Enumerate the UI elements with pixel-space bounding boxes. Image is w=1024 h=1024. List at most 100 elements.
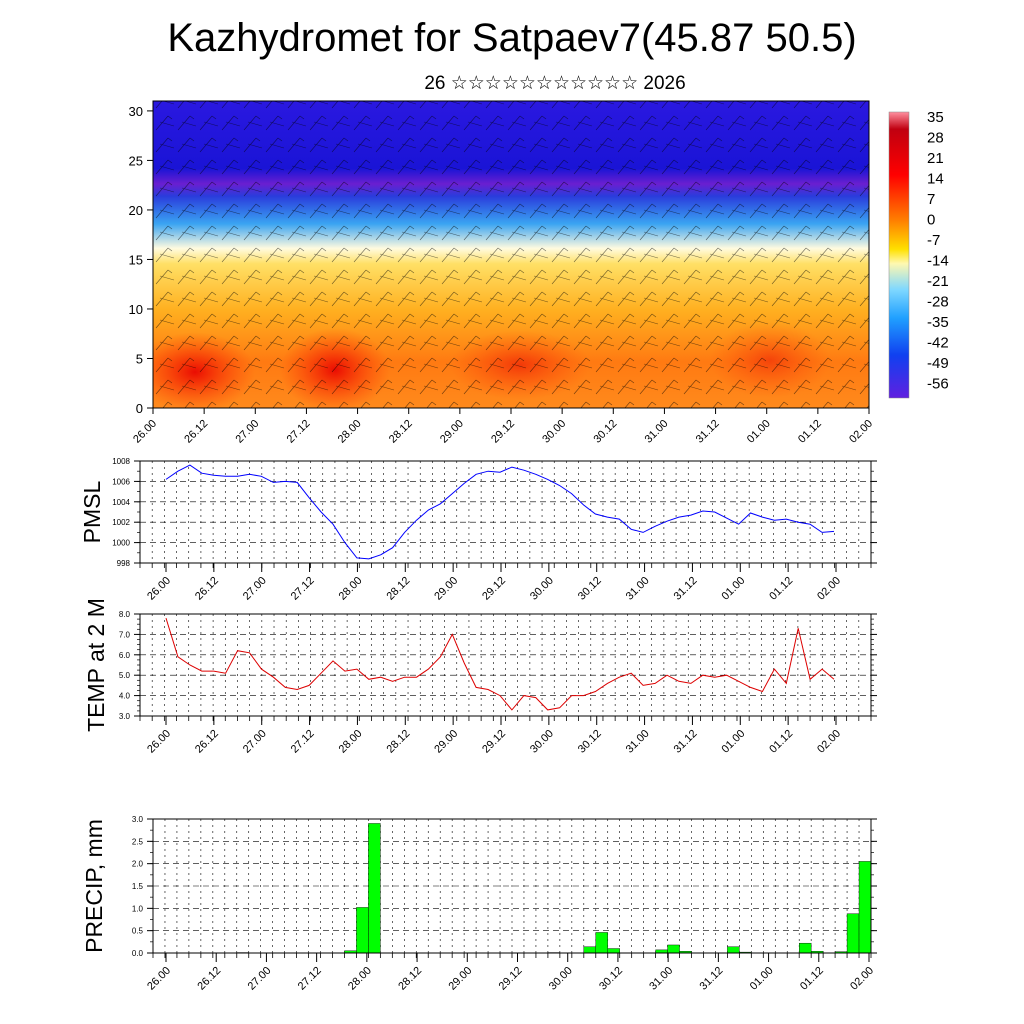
colorbar-label: -49 <box>927 355 949 372</box>
colorbar-label: -56 <box>927 376 949 393</box>
colorbar-label: 35 <box>927 109 944 126</box>
x-tick-label: 31.00 <box>643 418 671 446</box>
colorbar-label: 14 <box>927 171 944 188</box>
y-tick-label: 10 <box>129 302 143 317</box>
x-tick-label: 01.12 <box>767 575 795 603</box>
y-tick-label: 998 <box>117 559 131 568</box>
precip-bar <box>368 823 381 954</box>
x-tick-label: 02.00 <box>847 418 875 446</box>
x-tick-label: 01.00 <box>745 418 773 446</box>
colorbar-label: -35 <box>927 314 949 331</box>
colorbar-label: -42 <box>927 335 949 352</box>
x-tick-label: 31.00 <box>647 965 675 993</box>
y-tick-label: 1006 <box>112 477 130 486</box>
y-tick-label: 4.0 <box>119 692 131 701</box>
x-tick-label: 29.00 <box>432 728 460 756</box>
colorbar-label: 0 <box>927 212 935 229</box>
x-tick-label: 26.12 <box>182 418 210 446</box>
x-tick-label: 29.00 <box>432 575 460 603</box>
precip-bar <box>356 907 369 954</box>
x-tick-label: 02.00 <box>815 728 843 756</box>
x-tick-label: 27.12 <box>285 418 313 446</box>
pmsl-series-line <box>165 464 835 560</box>
x-tick-label: 26.00 <box>145 728 173 756</box>
y-tick-label: 0 <box>136 401 143 416</box>
y-tick-label: 1.0 <box>132 904 144 913</box>
y-tick-label: 7.0 <box>119 630 131 639</box>
x-tick-label: 28.00 <box>346 965 374 993</box>
temp-2m-series-line <box>165 617 835 711</box>
x-tick-label: 30.00 <box>528 728 556 756</box>
x-tick-label: 26.00 <box>145 575 173 603</box>
y-tick-label: 1008 <box>112 457 130 466</box>
colorbar-label: -21 <box>927 273 949 290</box>
x-tick-label: 27.00 <box>233 418 261 446</box>
precip-bar <box>727 946 740 954</box>
y-tick-label: 8.0 <box>119 610 131 619</box>
x-tick-label: 27.12 <box>289 728 317 756</box>
precip-bar <box>799 942 812 954</box>
x-tick-label: 01.00 <box>748 965 776 993</box>
x-tick-label: 01.12 <box>767 728 795 756</box>
x-tick-label: 30.00 <box>528 575 556 603</box>
y-tick-label: 20 <box>129 203 143 218</box>
precip-bar <box>846 913 860 954</box>
y-tick-label: 0.5 <box>132 927 144 936</box>
x-tick-label: 01.12 <box>796 418 824 446</box>
x-tick-label: 27.12 <box>289 575 317 603</box>
precip-bar <box>667 944 680 954</box>
y-tick-label: 1004 <box>112 498 130 507</box>
colorbar-label: -28 <box>927 294 949 311</box>
x-tick-label: 26.12 <box>195 965 223 993</box>
x-tick-label: 26.12 <box>193 575 221 603</box>
panel-frame <box>139 613 872 717</box>
x-tick-label: 29.00 <box>438 418 466 446</box>
wind-barbs <box>153 101 869 408</box>
x-tick-label: 27.00 <box>241 728 269 756</box>
x-tick-label: 31.12 <box>672 575 700 603</box>
x-tick-label: 31.12 <box>698 965 726 993</box>
x-tick-label: 26.12 <box>193 728 221 756</box>
x-tick-label: 31.12 <box>672 728 700 756</box>
x-tick-label: 30.12 <box>576 728 604 756</box>
x-tick-label: 31.00 <box>624 728 652 756</box>
x-tick-label: 01.00 <box>719 728 747 756</box>
chart-title: Kazhydromet for Satpaev7(45.87 50.5) <box>167 16 857 60</box>
x-tick-label: 02.00 <box>848 965 876 993</box>
y-tick-label: 2.5 <box>132 837 144 846</box>
y-tick-label: 25 <box>129 153 143 168</box>
y-tick-label: 2.0 <box>132 860 144 869</box>
x-tick-label: 30.12 <box>597 965 625 993</box>
x-tick-label: 28.00 <box>336 418 364 446</box>
chart-subtitle: 26 ☆☆☆☆☆☆☆☆☆☆☆ 2026 <box>424 73 686 94</box>
x-tick-label: 28.12 <box>396 965 424 993</box>
colorbar-labels: 35 28 21 14 7 0 -7 -14 -21 -28 -35 -42 -49 -56 <box>927 109 949 393</box>
y-tick-label: 6.0 <box>119 651 131 660</box>
x-tick-label: 29.00 <box>446 965 474 993</box>
heatmap-y-axis: 0 5 10 15 20 25 30 <box>129 104 153 416</box>
y-tick-label: 30 <box>129 104 143 119</box>
panel-frame <box>152 818 872 954</box>
x-tick-label: 31.00 <box>624 575 652 603</box>
y-tick-label: 5 <box>136 351 143 366</box>
y-tick-label: 15 <box>129 252 143 267</box>
x-tick-label: 28.12 <box>387 418 415 446</box>
y-tick-label: 0.0 <box>132 949 144 958</box>
precip-bar <box>595 932 608 954</box>
y-tick-label: 1000 <box>112 539 130 548</box>
y-tick-label: 5.0 <box>119 671 131 680</box>
pmsl-panel: 998 1000 1002 1004 1006 1008 26.00 26.12 27.00 27… <box>79 457 877 603</box>
x-tick-label: 28.12 <box>384 575 412 603</box>
x-tick-label: 30.12 <box>591 418 619 446</box>
x-tick-label: 30.12 <box>576 575 604 603</box>
x-tick-label: 27.00 <box>241 575 269 603</box>
y-tick-label: 3.0 <box>119 712 131 721</box>
precip-bar <box>607 948 620 954</box>
y-tick-label: 1002 <box>112 518 130 527</box>
temp-panel: 3.0 4.0 5.0 6.0 7.0 8.0 26.00 26.12 27.00 27.12 28… <box>83 598 877 756</box>
x-tick-label: 26.00 <box>145 965 173 993</box>
y-tick-label: 3.0 <box>132 815 144 824</box>
y-axis-label: PMSL <box>79 480 105 543</box>
x-tick-label: 29.12 <box>480 728 508 756</box>
